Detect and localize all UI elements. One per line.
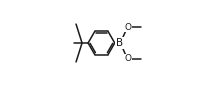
- Text: O: O: [125, 54, 132, 63]
- Text: O: O: [125, 23, 132, 32]
- Text: B: B: [116, 38, 123, 48]
